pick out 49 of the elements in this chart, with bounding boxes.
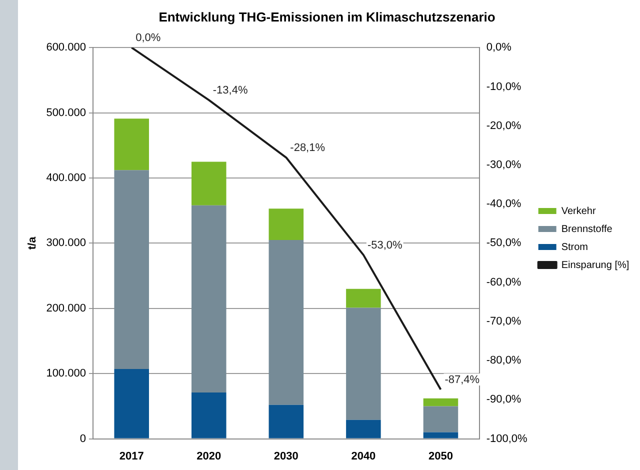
bar (268, 208, 304, 240)
y2-tick-label: -90,0% (486, 394, 522, 406)
y-tick-label: 200.000 (46, 302, 86, 314)
bar (346, 288, 381, 308)
legend-label: Verkehr (561, 206, 596, 217)
y2-tick-label: -50,0% (486, 237, 522, 250)
y-tick-label: 500.000 (46, 106, 86, 119)
bar (346, 308, 381, 420)
legend-label: Strom (561, 242, 588, 253)
y2-tick-label: 0,0% (486, 42, 512, 54)
x-tick-label: 2030 (274, 450, 298, 462)
y-tick-label: 400.000 (46, 172, 86, 184)
data-label: -28,1% (290, 142, 326, 154)
bar (423, 406, 458, 432)
bar (114, 369, 149, 438)
legend-label: Einsparung [%] (561, 260, 630, 271)
y2-tick-label: -80,0% (486, 354, 522, 367)
y-tick-label: 600.000 (46, 42, 86, 54)
y2-tick-label: -60,0% (486, 276, 522, 288)
data-label: -53,0% (367, 239, 403, 252)
y2-tick-label: -30,0% (486, 158, 522, 171)
data-label: -13,4% (212, 84, 248, 97)
x-tick-label: 2040 (351, 450, 376, 462)
y2-tick-label: -10,0% (486, 80, 522, 93)
bar (114, 170, 149, 370)
x-tick-label: 2017 (119, 450, 144, 462)
bar (268, 404, 304, 438)
x-tick-label: 2020 (196, 450, 222, 462)
x-tick-label: 2050 (428, 450, 453, 462)
y2-tick-label: -100,0% (486, 432, 528, 445)
legend-label: Brennstoffe (561, 224, 613, 235)
bar (423, 398, 458, 406)
y2-tick-label: -40,0% (486, 198, 522, 210)
chart-title: Entwicklung THG-Emissionen im Klimaschutzszenario (158, 9, 496, 24)
bar (268, 240, 304, 405)
bar (423, 432, 458, 438)
bar (191, 205, 226, 393)
y-tick-label: 300.000 (46, 237, 86, 250)
y2-tick-label: -20,0% (486, 120, 522, 132)
y2-tick-label: -70,0% (486, 315, 522, 328)
bar (191, 162, 226, 206)
y-tick-label: 100.000 (46, 368, 86, 380)
bar (191, 392, 226, 438)
y-axis-title: t/a (26, 236, 39, 250)
bar (346, 420, 381, 438)
data-label: -87,4% (444, 374, 480, 386)
y-tick-label: 0 (80, 432, 86, 445)
data-label: 0,0% (136, 32, 161, 44)
bar (114, 118, 149, 170)
